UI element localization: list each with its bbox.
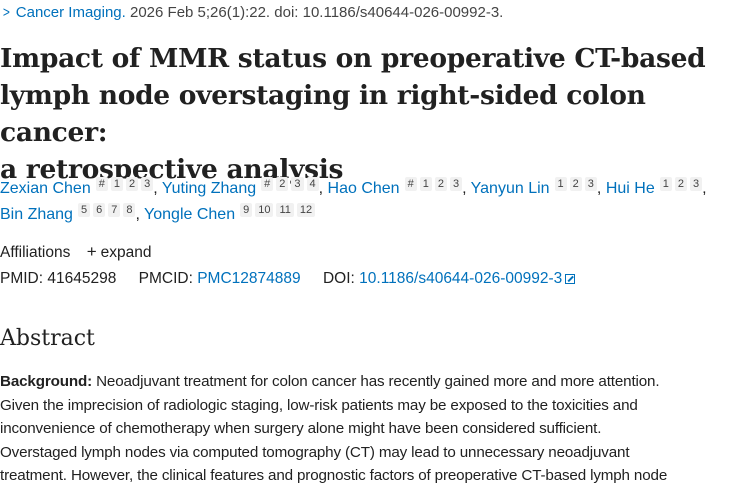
citation-details: 2026 Feb 5;26(1):22. doi: 10.1186/s40644…	[130, 4, 504, 21]
affiliation-ref[interactable]: 2	[434, 177, 447, 191]
abstract-line: Overstaged lymph nodes via computed tomo…	[0, 443, 630, 461]
affiliation-ref[interactable]: 12	[296, 203, 316, 217]
abstract-line: Background: Neoadjuvant treatment for co…	[0, 370, 750, 394]
affiliation-ref[interactable]: 2	[276, 177, 289, 191]
affiliation-ref[interactable]: 3	[291, 177, 304, 191]
affiliation-ref[interactable]: 3	[689, 177, 703, 191]
abstract-heading: Abstract	[0, 326, 95, 351]
author-link[interactable]: Yuting Zhang	[161, 180, 257, 197]
author-link[interactable]: Yanyun Lin	[470, 180, 550, 197]
affiliation-ref[interactable]: 6	[93, 203, 106, 217]
affiliations-label: Affiliations	[0, 244, 71, 261]
equal-contribution-marker[interactable]: #	[95, 177, 108, 191]
author-link[interactable]: Hao Chen	[327, 180, 400, 197]
doi-group: DOI: 10.1186/s40644-026-00992-3	[322, 270, 576, 287]
pmid-value: 41645298	[47, 270, 117, 287]
article-title: Impact of MMR status on preoperative CT-…	[0, 40, 750, 188]
author-link[interactable]: Zexian Chen	[0, 180, 91, 197]
affiliation-ref[interactable]: 1	[419, 177, 432, 191]
affiliations-row: Affiliations + expand	[0, 242, 151, 262]
expand-label: expand	[100, 244, 152, 261]
affiliation-ref[interactable]: 11	[276, 203, 294, 217]
pmid-group: PMID: 41645298	[0, 270, 116, 287]
expand-affiliations-button[interactable]: + expand	[75, 242, 152, 261]
pmcid-group: PMCID: PMC12874889	[139, 270, 301, 287]
background-label: Background:	[0, 373, 93, 390]
equal-contribution-marker[interactable]: #	[261, 177, 274, 191]
abstract-background: Background: Neoadjuvant treatment for co…	[0, 370, 750, 488]
author-link[interactable]: Yongle Chen	[144, 206, 236, 223]
journal-link[interactable]: Cancer Imaging.	[15, 4, 126, 21]
authors-list: Zexian Chen #1 2 3, Yuting Zhang #2 3 4, Hao C…	[0, 177, 707, 223]
affiliation-ref[interactable]: 3	[141, 177, 154, 191]
affiliation-ref[interactable]: 1	[659, 177, 672, 191]
abstract-line: treatment. However, the clinical feature…	[0, 467, 668, 485]
affiliation-ref[interactable]: 2	[569, 177, 582, 191]
title-line: lymph node overstaging in right-sided co…	[0, 80, 646, 148]
pmcid-link[interactable]: PMC12874889	[197, 270, 301, 287]
affiliation-ref[interactable]: 3	[584, 177, 597, 191]
pmid-label: PMID:	[0, 270, 44, 287]
affiliation-ref[interactable]: 10	[255, 203, 274, 217]
affiliation-ref[interactable]: 9	[240, 203, 253, 217]
abstract-line: Given the imprecision of radiologic stag…	[0, 396, 638, 414]
affiliation-ref[interactable]: 4	[306, 177, 319, 191]
affiliation-ref[interactable]: 8	[123, 203, 136, 217]
pmcid-label: PMCID:	[138, 270, 193, 287]
affiliation-ref[interactable]: 7	[108, 203, 121, 217]
external-link-icon[interactable]	[565, 274, 576, 284]
abstract-text: Neoadjuvant treatment for colon cancer h…	[96, 373, 660, 390]
equal-contribution-marker[interactable]: #	[404, 177, 417, 191]
doi-label: DOI:	[322, 270, 355, 287]
title-line: Impact of MMR status on preoperative CT-…	[0, 43, 706, 74]
affiliation-ref[interactable]: 1	[110, 177, 123, 191]
affiliation-ref[interactable]: 2	[125, 177, 139, 191]
author-link[interactable]: Hui He	[605, 180, 655, 197]
affiliation-ref[interactable]: 3	[449, 177, 463, 191]
affiliation-ref[interactable]: 1	[554, 177, 567, 191]
author-link[interactable]: Bin Zhang	[0, 206, 73, 223]
affiliation-ref[interactable]: 2	[674, 177, 687, 191]
affiliation-ref[interactable]: 5	[77, 203, 91, 217]
identifiers-row: PMID: 41645298 PMCID: PMC12874889 DOI: 1…	[0, 270, 593, 288]
plus-icon: +	[86, 242, 97, 261]
chevron-right-icon[interactable]: >	[2, 4, 10, 21]
abstract-line: inconvenience of chemotherapy when surge…	[0, 420, 602, 438]
doi-link[interactable]: 10.1186/s40644-026-00992-3	[359, 270, 563, 287]
citation-line: > Cancer Imaging. 2026 Feb 5;26(1):22. do…	[2, 4, 503, 21]
